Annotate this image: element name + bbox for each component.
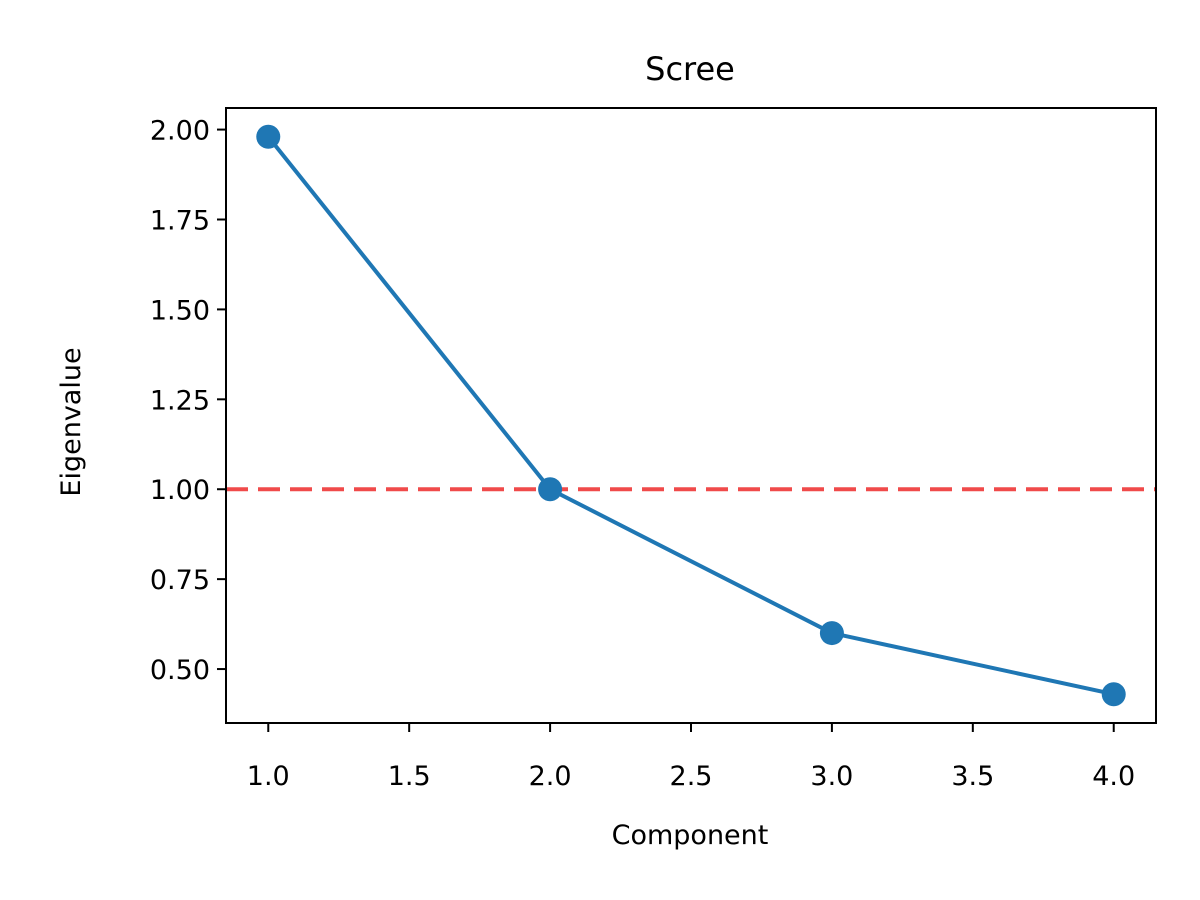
x-tick-label: 2.0 [529,761,572,792]
data-point [1101,682,1126,707]
x-tick-label: 3.5 [951,761,994,792]
data-point [538,477,563,502]
y-axis-label: Eigenvalue [56,347,87,496]
plot-area-frame [225,107,1157,724]
series-line [266,135,1115,697]
x-axis-label: Component [612,820,769,851]
data-point [819,621,844,646]
y-axis-ticks: 0.50 0.75 1.00 1.25 1.50 1.75 2.00 [150,116,226,686]
series-layer [256,124,1126,707]
y-tick-label: 1.25 [150,385,210,416]
y-tick-label: 0.50 [150,655,210,686]
y-tick-label: 0.75 [150,565,210,596]
chart-title: Scree [645,50,735,88]
y-tick-label: 2.00 [150,116,210,147]
x-tick-label: 2.5 [670,761,713,792]
y-tick-label: 1.50 [150,295,210,326]
data-point [256,124,281,149]
x-axis-ticks: 1.0 1.5 2.0 2.5 3.0 3.5 4.0 [247,723,1135,792]
x-tick-label: 1.0 [247,761,290,792]
y-tick-label: 1.75 [150,205,210,236]
x-tick-label: 3.0 [810,761,853,792]
y-tick-label: 1.00 [150,475,210,506]
x-tick-label: 4.0 [1092,761,1135,792]
x-tick-label: 1.5 [388,761,431,792]
